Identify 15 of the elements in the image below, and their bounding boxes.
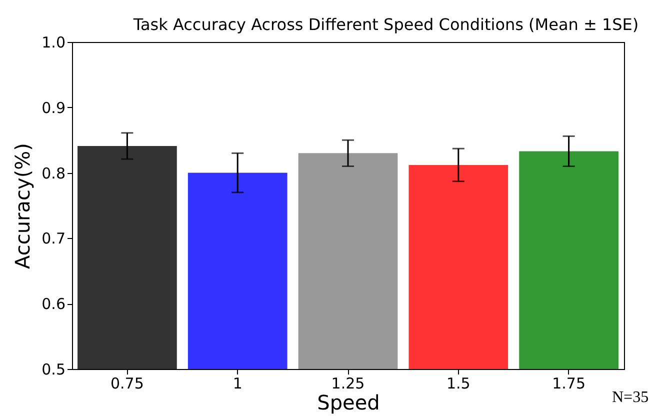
x-axis-title: Speed [317, 390, 380, 414]
x-tick-label: 1.25 [331, 374, 365, 392]
x-tick-label: 0.75 [110, 374, 144, 392]
chart-title: Task Accuracy Across Different Speed Conditions (Mean ± 1SE) [132, 15, 639, 34]
text: N=35 [612, 389, 649, 406]
y-axis-title: Accuracy(%) [10, 143, 35, 269]
y-tick-label: 0.8 [42, 164, 66, 182]
x-tick-label: 1.75 [552, 374, 586, 392]
y-tick-label: 1.0 [42, 34, 66, 52]
y-tick-label: 0.9 [42, 98, 66, 117]
y-tick-label: 0.7 [42, 230, 66, 248]
y-tick-label: 0.6 [42, 295, 66, 314]
y-tick-label: 0.5 [42, 360, 66, 378]
x-tick-label: 1 [232, 374, 242, 392]
x-tick-label: 1.5 [446, 374, 470, 392]
